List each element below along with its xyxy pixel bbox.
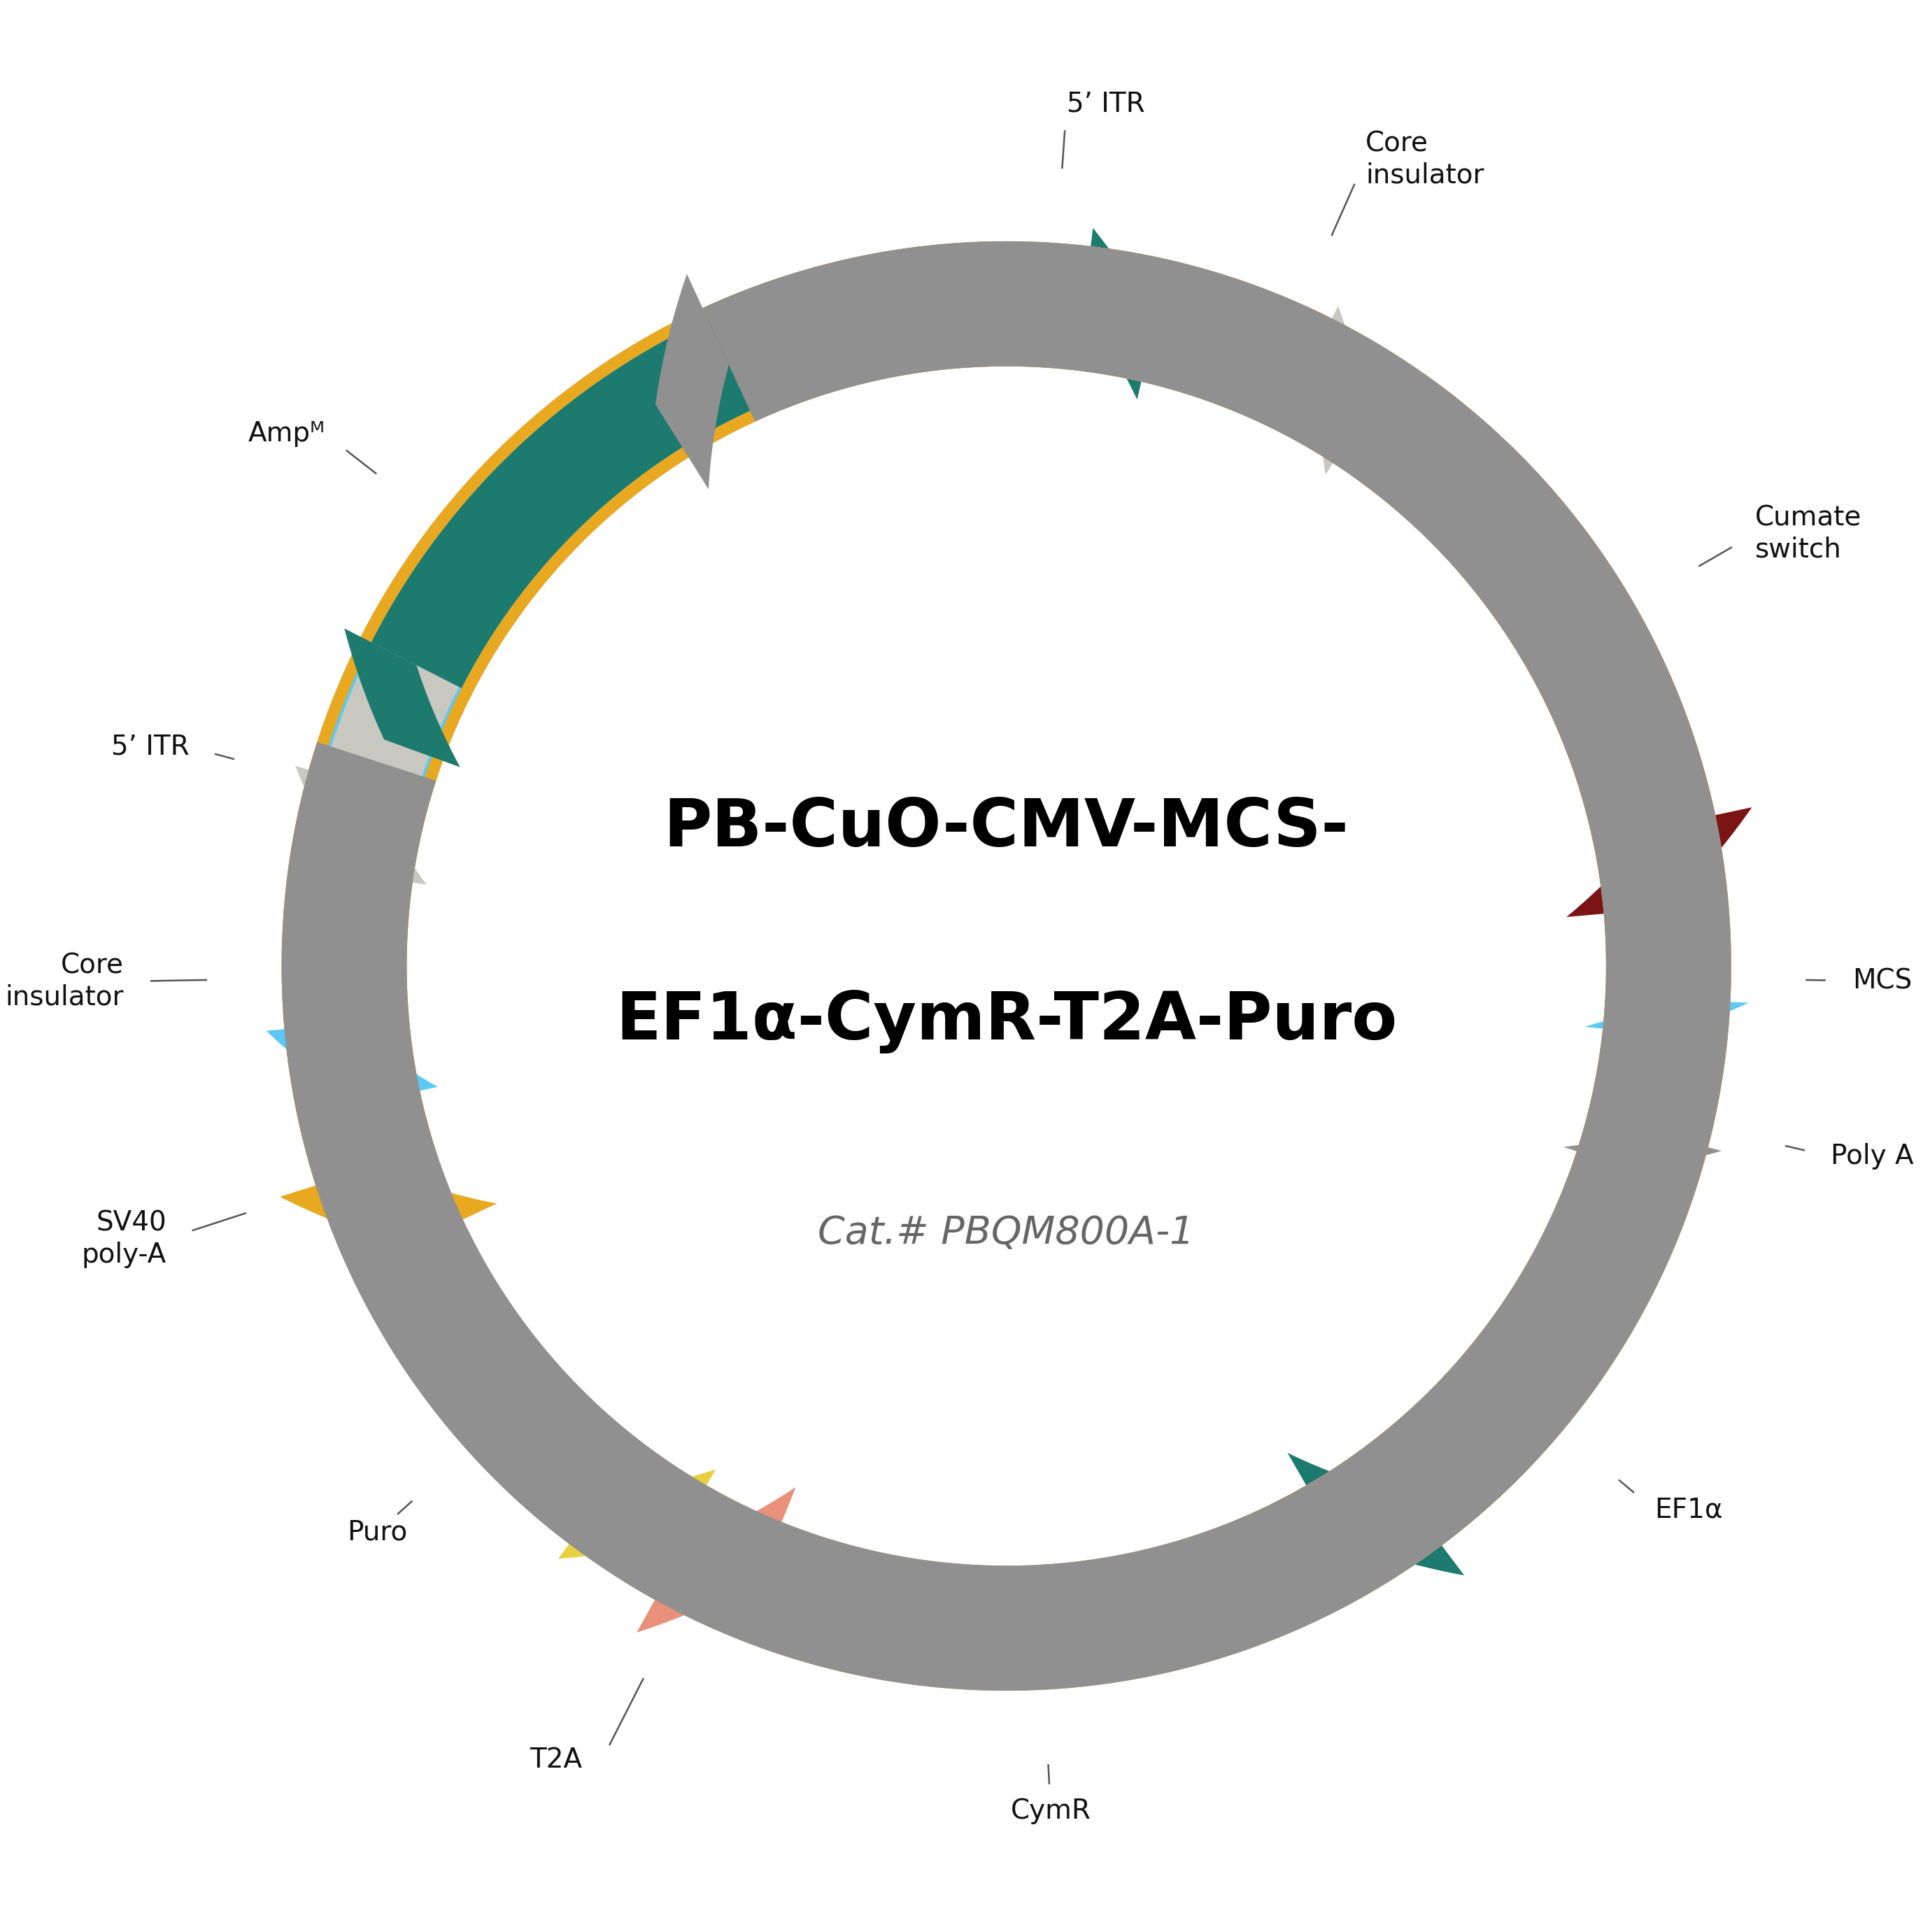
Text: 5’ ITR: 5’ ITR (1067, 91, 1144, 116)
Polygon shape (1617, 929, 1720, 1001)
Polygon shape (295, 765, 427, 885)
Polygon shape (293, 253, 1720, 1679)
Polygon shape (1563, 1132, 1722, 1171)
Polygon shape (266, 1024, 438, 1103)
Text: EF1α: EF1α (1654, 1497, 1723, 1522)
Polygon shape (1602, 1051, 1710, 1144)
Text: Cat.# PBQM800A-1: Cat.# PBQM800A-1 (818, 1213, 1195, 1252)
Text: Core
insulator: Core insulator (1366, 129, 1484, 189)
Text: T2A: T2A (529, 1747, 583, 1774)
Text: EF1α-CymR-T2A-Puro: EF1α-CymR-T2A-Puro (616, 989, 1397, 1053)
Polygon shape (282, 242, 1731, 1690)
Text: Puro: Puro (347, 1519, 407, 1546)
Polygon shape (293, 253, 1720, 1679)
Polygon shape (1567, 808, 1752, 918)
Polygon shape (558, 1470, 716, 1559)
Polygon shape (282, 242, 1731, 1611)
Polygon shape (1351, 373, 1716, 840)
Polygon shape (656, 274, 730, 489)
Text: Poly A: Poly A (1832, 1144, 1915, 1169)
Polygon shape (280, 1167, 496, 1246)
Polygon shape (1166, 280, 1326, 417)
Polygon shape (307, 257, 1716, 1675)
Polygon shape (637, 1488, 795, 1633)
Polygon shape (1305, 305, 1366, 475)
Text: 5’ ITR: 5’ ITR (110, 734, 189, 761)
Polygon shape (1083, 228, 1156, 400)
Text: PB-CuO-CMV-MCS-: PB-CuO-CMV-MCS- (664, 796, 1349, 860)
Text: MCS: MCS (1853, 968, 1913, 995)
Polygon shape (1585, 999, 1749, 1036)
Text: Cumate
switch: Cumate switch (1754, 504, 1862, 562)
Text: SV40
poly-A: SV40 poly-A (81, 1209, 166, 1267)
Polygon shape (1366, 1171, 1687, 1546)
Polygon shape (344, 628, 459, 767)
Polygon shape (293, 253, 1720, 1679)
Polygon shape (1287, 1453, 1465, 1575)
Text: Core
insulator: Core insulator (6, 952, 124, 1010)
Text: CymR: CymR (1011, 1797, 1090, 1824)
Polygon shape (944, 253, 1089, 359)
Polygon shape (282, 242, 1731, 1690)
Text: Ampᴹ: Ampᴹ (249, 421, 324, 446)
